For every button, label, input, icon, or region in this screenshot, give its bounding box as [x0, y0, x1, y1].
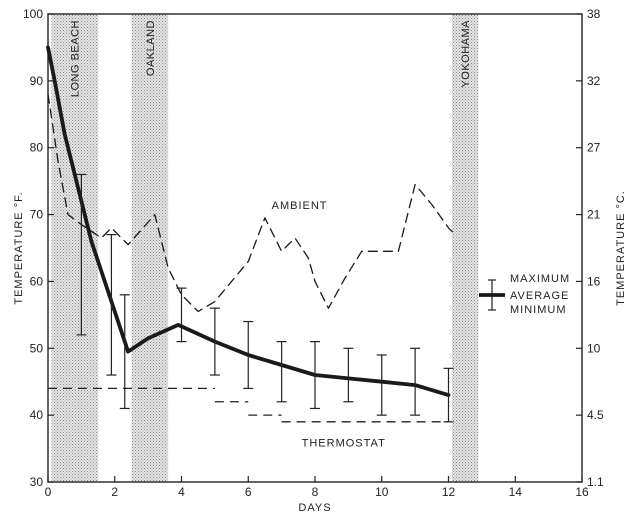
y-left-tick-label: 30 — [30, 475, 44, 489]
annotation-ambient: AMBIENT — [272, 200, 328, 212]
y-left-tick-label: 40 — [30, 408, 44, 422]
band-1 — [131, 14, 169, 482]
band-0 — [51, 14, 99, 482]
x-axis-title: DAYS — [298, 502, 331, 514]
series-ambient-line — [47, 93, 456, 313]
y-right-tick-label: 1.1 — [587, 475, 604, 489]
error-bar — [443, 367, 454, 423]
legend: MAXIMUM AVERAGE MINIMUM — [479, 273, 570, 316]
error-bar — [376, 354, 387, 416]
y-right-tick-label: 4.5 — [587, 408, 604, 422]
x-tick-label: 8 — [312, 485, 319, 499]
y-left-tick-label: 50 — [30, 341, 44, 355]
x-tick-label: 6 — [245, 485, 252, 499]
x-tick-label: 10 — [375, 485, 389, 499]
band-label-2: YOKOHAMA — [460, 20, 472, 88]
error-bar — [310, 341, 320, 410]
error-bar — [410, 347, 421, 416]
y-left-tick-label: 60 — [30, 274, 44, 288]
series — [46, 45, 456, 423]
y-right-tick-label: 32 — [587, 74, 601, 88]
port-bands: LONG BEACH OAKLAND YOKOHAMA — [51, 14, 479, 482]
series-average-line — [46, 45, 451, 398]
error-bars — [76, 173, 454, 423]
y-right-tick-label: 16 — [587, 274, 601, 288]
y-left-tick-label: 100 — [23, 7, 43, 21]
legend-label-minimum: MINIMUM — [510, 304, 567, 316]
y-left-tick-label: 70 — [30, 208, 44, 222]
y-right-tick-label: 10 — [587, 341, 601, 355]
band-label-1: OAKLAND — [145, 20, 157, 76]
axes: 30 40 50 60 70 80 90 100 1.1 4.5 10 16 21 27 32 38 0 2 4 6 8… — [13, 7, 627, 514]
y-right-axis-title: TEMPERATURE °C. — [615, 190, 627, 306]
y-left-axis-title: TEMPERATURE °F. — [13, 191, 25, 304]
y-left-tick-label: 80 — [30, 141, 44, 155]
error-bar — [209, 307, 220, 376]
x-tick-label: 2 — [111, 485, 118, 499]
band-label-0: LONG BEACH — [70, 20, 82, 97]
x-tick-label: 14 — [509, 485, 523, 499]
annotation-thermostat: THERMOSTAT — [302, 438, 386, 450]
y-right-tick-label: 21 — [587, 208, 601, 222]
error-bar — [176, 287, 187, 343]
x-tick-label: 12 — [442, 485, 456, 499]
x-tick-label: 0 — [45, 485, 52, 499]
legend-label-maximum: MAXIMUM — [510, 273, 570, 285]
error-bar — [76, 173, 87, 336]
y-right-tick-label: 27 — [587, 141, 601, 155]
error-bar — [106, 234, 117, 376]
error-bar — [119, 294, 130, 410]
legend-label-average: AVERAGE — [510, 290, 569, 302]
error-bar — [343, 347, 354, 403]
plot-frame — [47, 13, 583, 483]
y-left-tick-label: 90 — [30, 74, 44, 88]
annotations: AMBIENT THERMOSTAT — [272, 200, 386, 450]
error-bar — [243, 320, 254, 389]
x-tick-label: 4 — [178, 485, 185, 499]
band-2 — [451, 14, 479, 482]
error-bar — [276, 341, 287, 403]
x-tick-label: 16 — [575, 485, 589, 499]
y-right-tick-label: 38 — [587, 7, 601, 21]
